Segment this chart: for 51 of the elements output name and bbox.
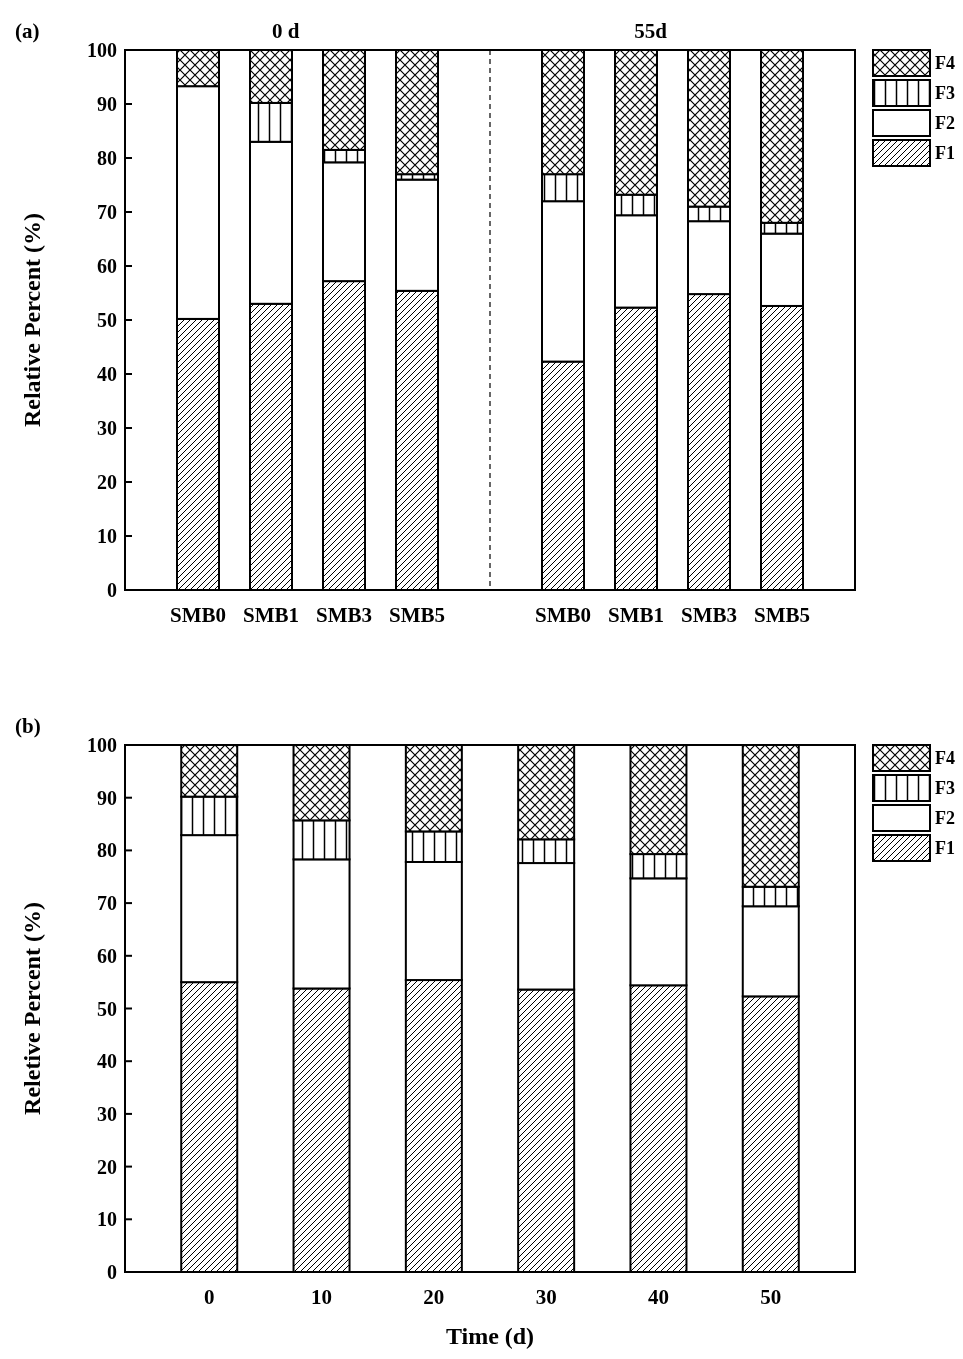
legend-label: F2 (935, 113, 955, 134)
legend-label: F2 (935, 808, 955, 829)
x-tick-label: 20 (423, 1285, 445, 1309)
x-tick-label: 30 (535, 1285, 557, 1309)
y-tick-label: 30 (97, 1102, 117, 1125)
y-tick-label: 20 (97, 471, 117, 493)
y-tick-label: 70 (97, 892, 117, 915)
x-tick-label: SMB5 (388, 603, 446, 627)
y-tick-label: 100 (87, 734, 117, 756)
x-axis-title: Time (d) (445, 1323, 535, 1349)
y-tick-label: 60 (97, 255, 117, 277)
y-tick-label: 20 (97, 1155, 117, 1178)
x-tick-label: SMB5 (753, 603, 811, 627)
y-tick-label: 10 (97, 525, 117, 547)
chart-title: (a) (15, 19, 40, 43)
y-tick-label: 60 (97, 944, 117, 967)
x-tick-label: 0 (203, 1285, 215, 1309)
x-tick-label: 10 (311, 1285, 333, 1309)
x-tick-label: SMB3 (315, 603, 373, 627)
x-tick-label: SMB1 (607, 603, 665, 627)
y-tick-label: 10 (97, 1208, 117, 1231)
legend-label: F3 (935, 83, 955, 104)
y-tick-label: 0 (107, 1261, 117, 1283)
y-tick-label: 90 (97, 786, 117, 809)
x-tick-label: SMB0 (169, 603, 227, 627)
x-tick-label: SMB1 (242, 603, 300, 627)
x-tick-label: SMB0 (534, 603, 592, 627)
y-tick-label: 30 (97, 417, 117, 439)
y-axis-title: Reletive Percent (%) (19, 902, 45, 1115)
x-tick-label: SMB3 (680, 603, 738, 627)
text: 55d (634, 19, 668, 43)
legend-label: F1 (935, 838, 955, 859)
y-tick-label: 0 (107, 579, 117, 601)
y-tick-label: 40 (97, 1050, 117, 1073)
x-tick-label: 40 (647, 1285, 669, 1309)
x-tick-label: 50 (760, 1285, 782, 1309)
y-tick-label: 80 (97, 147, 117, 169)
legend-label: F1 (935, 143, 955, 164)
y-axis-title: Relative Percent (%) (19, 212, 45, 428)
y-tick-label: 50 (97, 997, 117, 1020)
y-tick-label: 90 (97, 93, 117, 115)
y-tick-label: 40 (97, 363, 117, 385)
legend-label: F4 (935, 53, 955, 74)
y-tick-label: 50 (97, 309, 117, 331)
text: 0 d (271, 19, 300, 43)
legend-label: F3 (935, 778, 955, 799)
y-tick-label: 100 (87, 39, 117, 61)
legend-label: F4 (935, 748, 955, 769)
chart-title: (b) (15, 714, 41, 738)
y-tick-label: 80 (97, 839, 117, 862)
y-tick-label: 70 (97, 201, 117, 223)
